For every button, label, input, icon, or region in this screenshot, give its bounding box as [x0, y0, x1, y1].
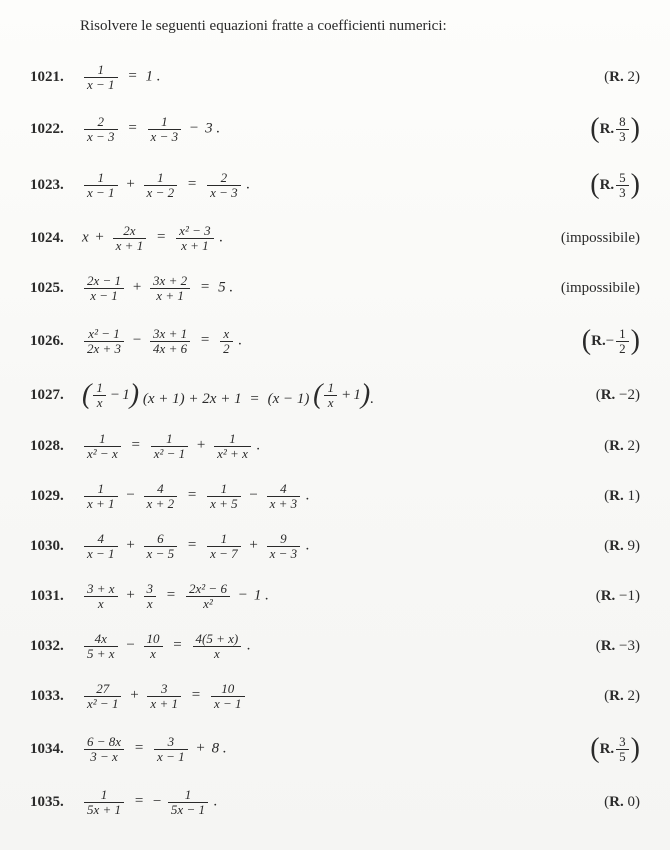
problem-answer: (R. −3) — [596, 638, 640, 655]
problem-row: 1031.3 + xx + 3x = 2x² − 6x² − 1 . (R. −1… — [30, 571, 640, 621]
problem-equation: x + 2xx + 1 = x² − 3x + 1 . — [82, 224, 223, 252]
problem-answer: (R. −2) — [596, 387, 640, 404]
page-container: Risolvere le seguenti equazioni fratte a… — [0, 0, 670, 850]
problem-number: 1031. — [30, 588, 82, 605]
problem-equation: 3 + xx + 3x = 2x² − 6x² − 1 . — [82, 582, 269, 610]
problem-number: 1021. — [30, 69, 82, 86]
problem-answer: (R. 2) — [604, 688, 640, 705]
problem-answer: (R. 35) — [590, 735, 640, 763]
problem-equation: 1x − 1 = 1 . — [82, 63, 161, 91]
problem-number: 1027. — [30, 387, 82, 404]
problem-left: 1023.1x − 1 + 1x − 2 = 2x − 3 . — [30, 171, 250, 199]
problem-number: 1023. — [30, 177, 82, 194]
problem-left: 1028.1x² − x = 1x² − 1 + 1x² + x . — [30, 432, 260, 460]
problem-answer: (R. −1) — [596, 588, 640, 605]
problem-row: 1030.4x − 1 + 6x − 5 = 1x − 7 + 9x − 3 .… — [30, 521, 640, 571]
problem-number: 1032. — [30, 638, 82, 655]
problem-equation: 2x − 1x − 1 + 3x + 2x + 1 = 5 . — [82, 274, 233, 302]
problem-equation: 27x² − 1 + 3x + 1 = 10x − 1 — [82, 682, 247, 710]
problem-left: 1029.1x + 1 − 4x + 2 = 1x + 5 − 4x + 3 . — [30, 482, 310, 510]
problem-row: 1034.6 − 8x3 − x = 3x − 1 + 8 . (R. 35) — [30, 721, 640, 777]
problem-equation: 4x5 + x − 10x = 4(5 + x)x . — [82, 632, 251, 660]
problem-row: 1021.1x − 1 = 1 . (R. 2) — [30, 53, 640, 101]
problem-left: 1035.15x + 1 = − 15x − 1 . — [30, 788, 217, 816]
problem-answer: (R. 2) — [604, 69, 640, 86]
problem-number: 1033. — [30, 688, 82, 705]
problem-number: 1024. — [30, 230, 82, 247]
problem-left: 1025.2x − 1x − 1 + 3x + 2x + 1 = 5 . — [30, 274, 233, 302]
problem-number: 1034. — [30, 741, 82, 758]
problem-equation: 1x² − x = 1x² − 1 + 1x² + x . — [82, 432, 260, 460]
problem-number: 1022. — [30, 121, 82, 138]
problem-left: 1021.1x − 1 = 1 . — [30, 63, 161, 91]
problem-answer: (R. 2) — [604, 438, 640, 455]
problem-row: 1035.15x + 1 = − 15x − 1 . (R. 0) — [30, 777, 640, 827]
problem-row: 1033.27x² − 1 + 3x + 1 = 10x − 1 (R. 2) — [30, 671, 640, 721]
problem-left: 1034.6 − 8x3 − x = 3x − 1 + 8 . — [30, 735, 227, 763]
problem-left: 1022.2x − 3 = 1x − 3 − 3 . — [30, 115, 220, 143]
problem-number: 1028. — [30, 438, 82, 455]
problem-left: 1031.3 + xx + 3x = 2x² − 6x² − 1 . — [30, 582, 269, 610]
problem-left: 1027.(1x − 1) (x + 1) + 2x + 1 = (x − 1)… — [30, 381, 374, 409]
instructions-text: Risolvere le seguenti equazioni fratte a… — [80, 18, 640, 35]
problem-answer: (R. 83) — [590, 115, 640, 143]
problem-number: 1026. — [30, 333, 82, 350]
problem-row: 1025.2x − 1x − 1 + 3x + 2x + 1 = 5 . (imp… — [30, 263, 640, 313]
problem-row: 1024.x + 2xx + 1 = x² − 3x + 1 . (impossi… — [30, 213, 640, 263]
problem-answer: (R. − 12) — [582, 327, 640, 355]
problem-equation: 1x + 1 − 4x + 2 = 1x + 5 − 4x + 3 . — [82, 482, 310, 510]
problem-row: 1032.4x5 + x − 10x = 4(5 + x)x . (R. −3) — [30, 621, 640, 671]
problem-number: 1029. — [30, 488, 82, 505]
problem-row: 1023.1x − 1 + 1x − 2 = 2x − 3 . (R. 53) — [30, 157, 640, 213]
problem-answer: (R. 0) — [604, 794, 640, 811]
problem-row: 1028.1x² − x = 1x² − 1 + 1x² + x . (R. 2) — [30, 421, 640, 471]
problem-answer: (impossibile) — [561, 230, 640, 247]
problem-left: 1032.4x5 + x − 10x = 4(5 + x)x . — [30, 632, 251, 660]
problem-answer: (R. 9) — [604, 538, 640, 555]
problem-number: 1030. — [30, 538, 82, 555]
problem-row: 1029.1x + 1 − 4x + 2 = 1x + 5 − 4x + 3 .… — [30, 471, 640, 521]
problem-answer: (impossibile) — [561, 280, 640, 297]
problem-equation: 1x − 1 + 1x − 2 = 2x − 3 . — [82, 171, 250, 199]
problem-left: 1033.27x² − 1 + 3x + 1 = 10x − 1 — [30, 682, 247, 710]
problem-left: 1024.x + 2xx + 1 = x² − 3x + 1 . — [30, 224, 223, 252]
problem-equation: 4x − 1 + 6x − 5 = 1x − 7 + 9x − 3 . — [82, 532, 310, 560]
problem-list: 1021.1x − 1 = 1 . (R. 2) 1022.2x − 3 = 1x … — [30, 53, 640, 827]
problem-number: 1025. — [30, 280, 82, 297]
problem-equation: 2x − 3 = 1x − 3 − 3 . — [82, 115, 220, 143]
problem-answer: (R. 1) — [604, 488, 640, 505]
problem-equation: 15x + 1 = − 15x − 1 . — [82, 788, 217, 816]
problem-equation: (1x − 1) (x + 1) + 2x + 1 = (x − 1) (1x … — [82, 381, 374, 409]
problem-equation: x² − 12x + 3 − 3x + 14x + 6 = x2 . — [82, 327, 242, 355]
problem-row: 1027.(1x − 1) (x + 1) + 2x + 1 = (x − 1)… — [30, 369, 640, 421]
problem-row: 1022.2x − 3 = 1x − 3 − 3 . (R. 83) — [30, 101, 640, 157]
problem-number: 1035. — [30, 794, 82, 811]
problem-row: 1026.x² − 12x + 3 − 3x + 14x + 6 = x2 . (… — [30, 313, 640, 369]
problem-answer: (R. 53) — [590, 171, 640, 199]
problem-equation: 6 − 8x3 − x = 3x − 1 + 8 . — [82, 735, 227, 763]
problem-left: 1030.4x − 1 + 6x − 5 = 1x − 7 + 9x − 3 . — [30, 532, 310, 560]
problem-left: 1026.x² − 12x + 3 − 3x + 14x + 6 = x2 . — [30, 327, 242, 355]
